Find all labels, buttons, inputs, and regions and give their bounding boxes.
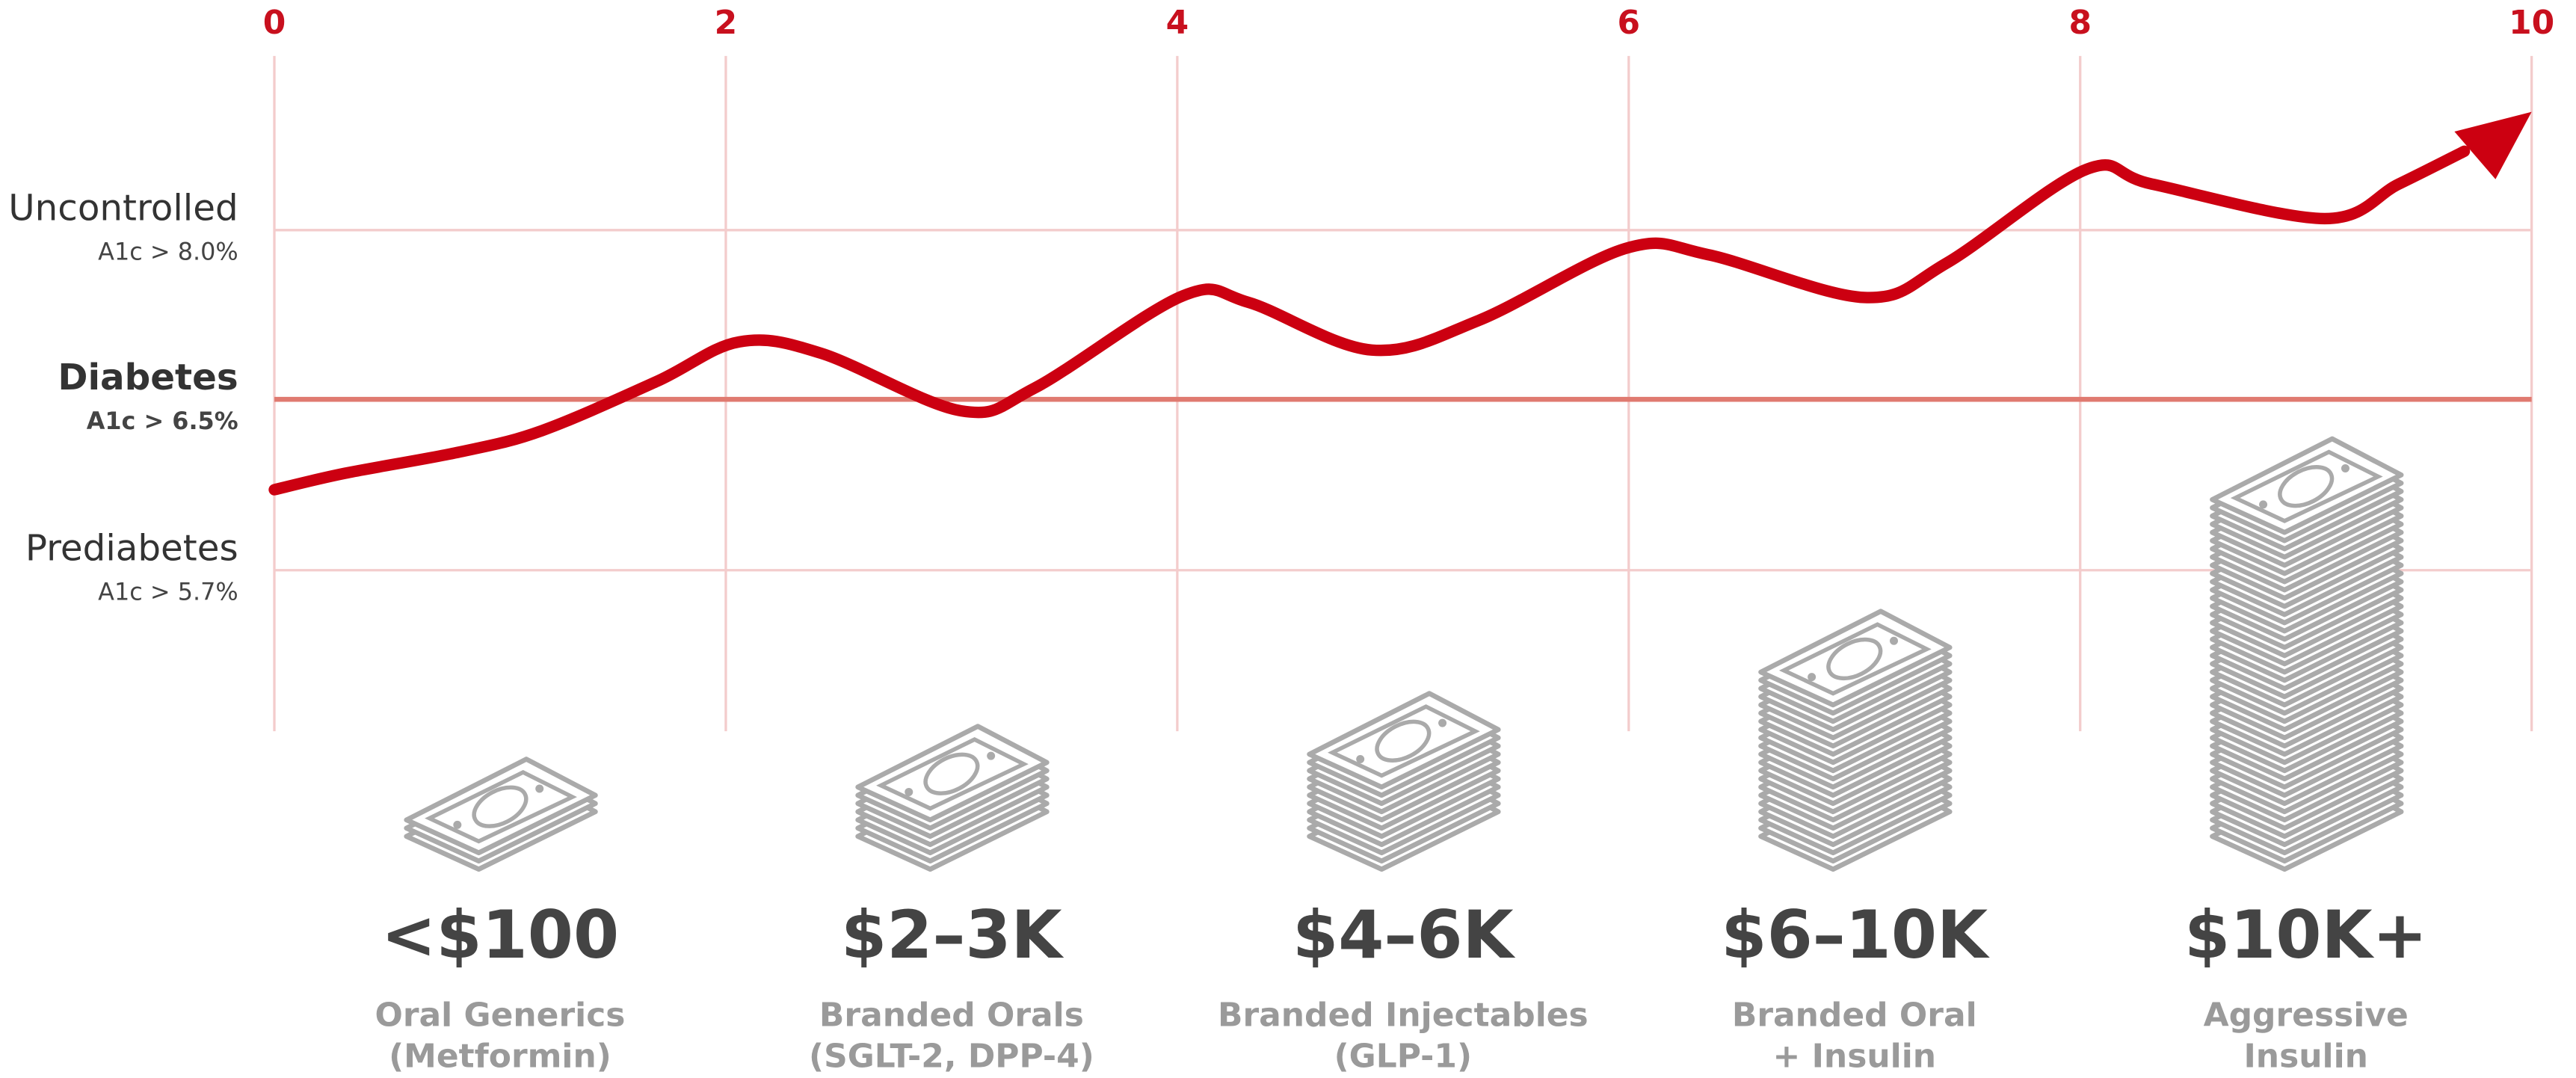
tier-label: + Insulin (1772, 1037, 1936, 1075)
tier-label: Aggressive (2204, 997, 2409, 1035)
tier-price: $10K+ (2184, 896, 2427, 973)
tier-label: (Metformin) (389, 1037, 611, 1075)
tier-label: Branded Injectables (1218, 997, 1589, 1035)
bill-seal (923, 752, 980, 795)
money-stack (855, 724, 1050, 872)
bill-inner (1327, 704, 1480, 778)
money-stack (1307, 691, 1501, 872)
bill-inner (2230, 449, 2383, 523)
grid: 0 2 4 6 8 10 (263, 4, 2554, 732)
tier-price: $2–3K (841, 896, 1064, 973)
bill-dot (905, 787, 913, 796)
bill-dot (1356, 754, 1365, 763)
tier-label: Branded Orals (819, 997, 1084, 1035)
tier-label: (SGLT-2, DPP-4) (809, 1037, 1094, 1075)
bill-seal (1375, 719, 1432, 763)
x-tick-label: 8 (2068, 4, 2092, 42)
tiers: <$100 Oral Generics(Metformin) $2–3K Brande… (375, 436, 2427, 1075)
level-name: Diabetes (58, 357, 238, 398)
trend-arrowhead (2454, 111, 2532, 179)
bill-inner (876, 737, 1029, 811)
tier-price: <$100 (381, 896, 619, 973)
x-tick-label: 6 (1618, 4, 1641, 42)
bill-dot (453, 820, 462, 829)
tier-label: Insulin (2243, 1037, 2367, 1075)
x-tick-label: 4 (1166, 4, 1189, 42)
bill-dot (1890, 636, 1899, 645)
tier-price: $6–10K (1721, 896, 1990, 973)
bill-dot (2259, 500, 2268, 509)
bill-dot (987, 751, 996, 760)
level-name: Prediabetes (25, 527, 238, 569)
level-name: Uncontrolled (8, 187, 238, 229)
money-stack (1758, 609, 1953, 872)
money-stack (2210, 436, 2404, 872)
bill-dot (2341, 464, 2349, 472)
bill-seal (2278, 465, 2335, 508)
levels: Uncontrolled A1c > 8.0% Diabetes A1c > 6.5%… (8, 187, 2532, 606)
tier-label: (GLP-1) (1334, 1037, 1472, 1075)
trend-curve (268, 145, 2471, 496)
x-tick-label: 10 (2509, 4, 2554, 42)
money-stack (404, 757, 598, 872)
tier-price: $4–6K (1292, 896, 1515, 973)
bill-dot (535, 784, 544, 793)
bill-inner (1778, 622, 1932, 696)
bill-dot (1438, 718, 1447, 727)
level-threshold: A1c > 6.5% (87, 407, 238, 435)
bill-inner (425, 770, 577, 844)
x-tick-label: 0 (263, 4, 286, 42)
bill-seal (472, 785, 529, 828)
bill-dot (1808, 673, 1817, 682)
bill-seal (1826, 637, 1883, 681)
level-threshold: A1c > 5.7% (98, 578, 238, 606)
level-threshold: A1c > 8.0% (98, 238, 238, 266)
tier-label: Branded Oral (1732, 997, 1977, 1035)
x-tick-label: 2 (715, 4, 738, 42)
tier-label: Oral Generics (375, 997, 626, 1035)
